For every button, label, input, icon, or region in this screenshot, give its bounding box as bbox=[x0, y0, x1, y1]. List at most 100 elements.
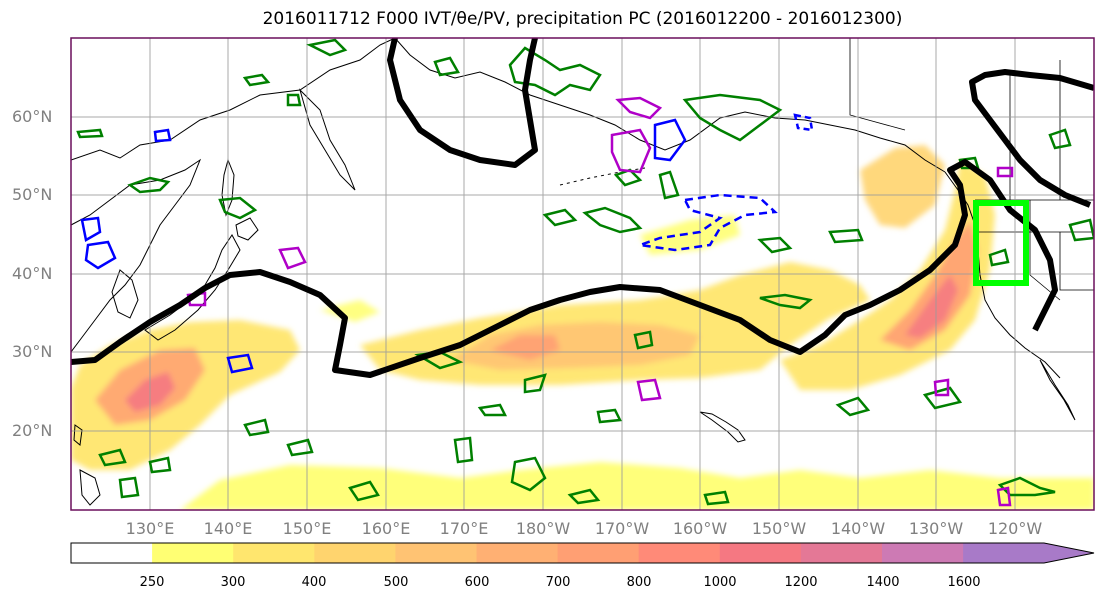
theta-e-contour bbox=[757, 236, 793, 254]
lon-label: 150°W bbox=[751, 519, 807, 538]
ivt-contours bbox=[71, 38, 1094, 378]
theta-e-contour bbox=[242, 73, 271, 87]
coastline-hokkaido bbox=[235, 217, 259, 241]
theta-e-contour bbox=[582, 206, 643, 234]
theta-e-contour bbox=[433, 56, 460, 77]
colorbar-segment bbox=[800, 543, 883, 563]
lat-label: 20°N bbox=[12, 421, 53, 440]
theta-e-contour bbox=[988, 248, 1010, 267]
lon-label: 180°W bbox=[515, 519, 571, 538]
theta-e-contour bbox=[542, 208, 578, 227]
coastline-philippines bbox=[79, 469, 101, 506]
theta-e-contour bbox=[567, 488, 601, 505]
pv-negative-contour bbox=[84, 240, 117, 270]
pv-positive-contour bbox=[278, 246, 307, 270]
pv-negative-contour bbox=[653, 118, 687, 162]
coastline-hawaii bbox=[699, 411, 746, 443]
coastline-sakhalin bbox=[221, 158, 235, 217]
lon-label: 160°W bbox=[672, 519, 728, 538]
target-region-box bbox=[973, 200, 1029, 286]
theta-e-contour bbox=[682, 93, 783, 142]
coastline-asia-east bbox=[71, 158, 202, 353]
theta-e-contour bbox=[759, 293, 813, 310]
pv-negative-contour bbox=[226, 353, 254, 374]
ivt-shade-small1 bbox=[320, 300, 380, 322]
border-alaska-canada bbox=[849, 38, 906, 131]
colorbar-segment bbox=[314, 543, 396, 563]
theta-e-contour bbox=[118, 476, 140, 499]
theta-e-contour bbox=[127, 176, 171, 194]
coastline-kamchatka bbox=[298, 88, 356, 191]
pv-negative-contour bbox=[793, 113, 814, 132]
theta-e-contour bbox=[633, 330, 654, 350]
theta-e-contour bbox=[523, 373, 547, 394]
coastlines bbox=[71, 38, 1076, 506]
coastline-aleutians bbox=[559, 167, 646, 186]
pv-positive-contour bbox=[996, 166, 1014, 178]
map-title: 2016011712 F000 IVT/θe/PV, precipitation… bbox=[262, 9, 903, 29]
map-frame bbox=[70, 37, 1095, 511]
theta-e-contour bbox=[596, 408, 622, 424]
colorbar-segment bbox=[71, 543, 153, 563]
theta-e-contour bbox=[828, 228, 864, 244]
theta-e-contour bbox=[1048, 128, 1072, 150]
theta-e-contour bbox=[703, 490, 730, 506]
ivt-shading bbox=[71, 145, 1094, 510]
ivt-shade-midatl bbox=[640, 215, 740, 255]
theta-e-contour bbox=[1068, 218, 1094, 242]
coastline-asia-north bbox=[71, 38, 396, 161]
colorbar-tick-label: 1000 bbox=[703, 575, 737, 590]
pv-positive-contour bbox=[933, 378, 950, 397]
colorbar-segment bbox=[557, 543, 640, 563]
theta-e-contour bbox=[477, 403, 508, 417]
ivt-shade-east bbox=[780, 160, 995, 390]
colorbar-tick-label: 600 bbox=[464, 575, 490, 590]
theta-e-contour bbox=[98, 448, 127, 467]
ivt-contour-northeast bbox=[969, 69, 1094, 208]
ivt-shade-east-core bbox=[880, 220, 978, 350]
lon-label: 160°E bbox=[361, 519, 411, 538]
colorbar-segment bbox=[476, 543, 559, 563]
pv-negative-contour bbox=[80, 216, 102, 242]
ivt-shade-gulf bbox=[860, 145, 945, 228]
colorbar-tick-label: 250 bbox=[139, 575, 165, 590]
colorbar-tick-label: 300 bbox=[220, 575, 246, 590]
colorbar-outline bbox=[70, 542, 1095, 564]
pv-negative-contour bbox=[153, 128, 172, 143]
border-canada-provinces bbox=[1009, 60, 1061, 200]
lon-label: 170°E bbox=[439, 519, 489, 538]
theta-e-contour bbox=[348, 480, 380, 502]
theta-e-contour bbox=[922, 386, 963, 410]
coastline-na-west bbox=[944, 171, 1061, 379]
theta-e-contour bbox=[658, 170, 680, 200]
theta-e-contour bbox=[218, 196, 258, 220]
lon-label: 140°E bbox=[203, 519, 253, 538]
colorbar-segment bbox=[233, 543, 315, 563]
theta-e-contour bbox=[306, 38, 348, 57]
colorbar-tick-label: 800 bbox=[626, 575, 652, 590]
colorbar-segment bbox=[719, 543, 802, 563]
lon-label: 150°E bbox=[282, 519, 332, 538]
theta-e-contour bbox=[510, 456, 547, 492]
theta-e-contour bbox=[148, 456, 172, 474]
lat-label: 60°N bbox=[12, 107, 53, 126]
colorbar-segment bbox=[152, 543, 234, 563]
colorbar-segment bbox=[882, 543, 964, 563]
lon-label: 120°W bbox=[987, 519, 1043, 538]
lon-label: 130°W bbox=[908, 519, 964, 538]
pv-positive-contour bbox=[636, 378, 662, 402]
colorbar-segment bbox=[638, 543, 721, 563]
pv-positive-contour bbox=[610, 128, 652, 174]
pv-positive-contour bbox=[615, 96, 663, 120]
theta-e-contour bbox=[286, 438, 314, 457]
theta-e-contour bbox=[76, 128, 104, 139]
colorbar-tick-label: 1200 bbox=[784, 575, 818, 590]
lon-label: 130°E bbox=[125, 519, 175, 538]
colorbar-tick-label: 700 bbox=[545, 575, 571, 590]
colorbar-tick-label: 1400 bbox=[866, 575, 900, 590]
coastline-alaska bbox=[394, 38, 946, 173]
pv-positive-contour bbox=[996, 486, 1012, 507]
ivt-shade-east-max bbox=[905, 275, 958, 338]
theta-e-contour bbox=[286, 93, 302, 107]
